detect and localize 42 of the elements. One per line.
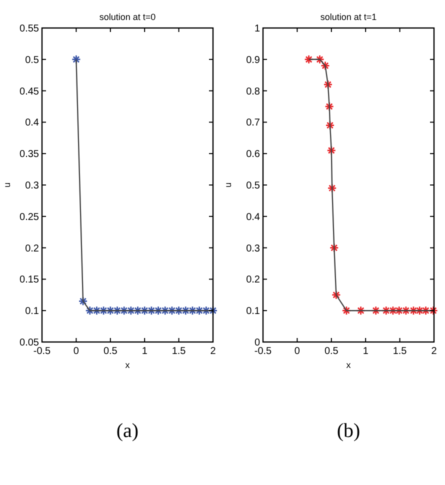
y-axis-title: u — [2, 182, 12, 188]
text: (a) — [116, 420, 139, 442]
x-tick-label: 0 — [294, 346, 300, 357]
y-tick-label: 0.8 — [246, 86, 260, 98]
x-tick-label: 2 — [431, 346, 438, 357]
x-tick-label: 0.5 — [103, 346, 118, 357]
y-tick-label: 0.2 — [25, 243, 40, 254]
y-tick-label: 0.6 — [246, 149, 260, 160]
y-tick-label: 0.15 — [20, 274, 40, 286]
y-tick-label: 0.2 — [246, 274, 260, 286]
y-tick-label: 0 — [254, 338, 260, 348]
y-tick-label: 1 — [254, 24, 260, 34]
x-axis-title: x — [125, 360, 130, 370]
y-tick-label: 0.3 — [25, 180, 40, 192]
x-tick-label: 0.5 — [324, 346, 339, 357]
chart-title: solution at t=1 — [320, 12, 377, 22]
x-tick-label: 1 — [362, 346, 369, 357]
y-tick-label: 0.7 — [246, 118, 260, 129]
x-tick-label: -0.5 — [33, 346, 52, 357]
y-axis-title: u — [223, 182, 233, 188]
y-tick-label: 0.45 — [20, 86, 40, 98]
y-tick-label: 0.3 — [246, 243, 260, 254]
x-tick-label: 0 — [73, 346, 80, 357]
y-tick-label: 0.9 — [246, 54, 260, 66]
y-tick-label: 0.1 — [25, 306, 40, 318]
x-tick-label: 2 — [210, 346, 216, 357]
y-tick-label: 0.4 — [246, 212, 260, 223]
chart-title: solution at t=0 — [99, 12, 156, 22]
x-tick-label: 1 — [142, 346, 148, 357]
y-tick-label: 0.35 — [20, 149, 40, 160]
y-tick-label: 0.5 — [25, 54, 40, 66]
x-tick-label: 1.5 — [172, 346, 186, 357]
x-tick-label: -0.5 — [254, 346, 272, 357]
y-tick-label: 0.5 — [246, 180, 260, 192]
x-axis-title: x — [346, 360, 352, 370]
y-tick-label: 0.55 — [20, 24, 40, 34]
x-tick-label: 1.5 — [392, 346, 408, 357]
y-tick-label: 0.05 — [20, 338, 40, 348]
y-tick-label: 0.4 — [25, 118, 40, 129]
y-tick-label: 0.1 — [246, 306, 260, 318]
y-tick-label: 0.25 — [20, 212, 40, 223]
text: (b) — [336, 420, 360, 442]
